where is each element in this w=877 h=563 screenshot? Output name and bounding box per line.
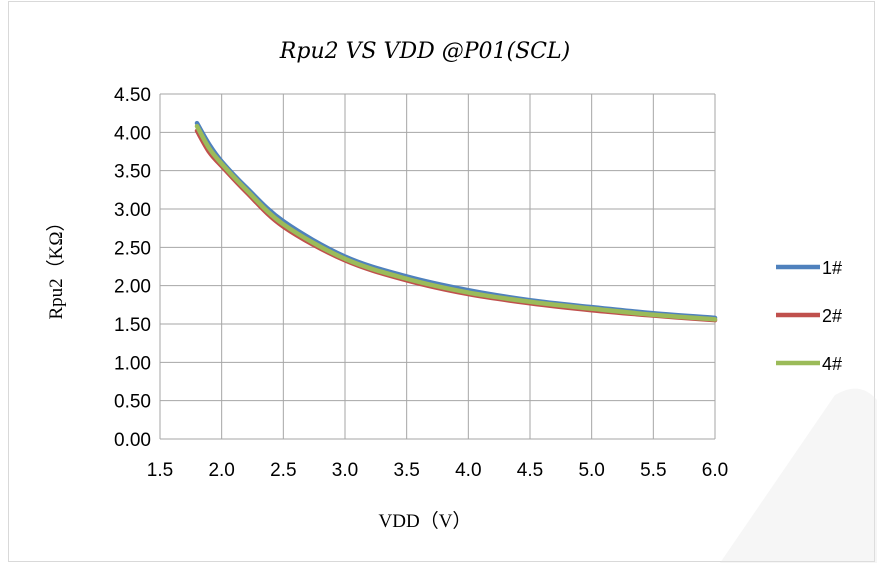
x-tick-labels: 1.5 2.0 2.5 3.0 3.5 4.0 4.5 5.0 5.5 6.0 (147, 460, 728, 481)
y-tick-labels: 0.00 0.50 1.00 1.50 2.00 2.50 3.00 3.50 4.00 4.50 (114, 85, 151, 451)
x-tick-label: 2.5 (270, 460, 296, 481)
y-axis-label: Rpu2（KΩ） (45, 212, 67, 319)
y-tick-label: 1.00 (114, 353, 151, 374)
chart-title: Rpu2 VS VDD @P01(SCL) (279, 39, 570, 64)
y-tick-label: 0.00 (114, 430, 151, 451)
legend-label-3: 4# (822, 354, 842, 374)
y-tick-label: 2.50 (114, 238, 151, 259)
x-axis-label: VDD（V） (379, 510, 472, 532)
x-tick-label: 4.0 (455, 460, 481, 481)
y-tick-label: 3.50 (114, 162, 151, 183)
watermark-shape (720, 388, 877, 563)
x-tick-label: 4.5 (517, 460, 543, 481)
x-tick-label: 5.0 (578, 460, 604, 481)
plot-grid (159, 93, 716, 440)
x-tick-label: 6.0 (702, 460, 728, 481)
y-tick-label: 0.50 (114, 392, 151, 413)
x-tick-label: 3.0 (332, 460, 358, 481)
y-tick-label: 4.00 (114, 123, 151, 144)
x-tick-label: 3.5 (393, 460, 419, 481)
y-tick-label: 4.50 (114, 85, 151, 106)
y-tick-label: 3.00 (114, 200, 151, 221)
y-tick-label: 1.50 (114, 315, 151, 336)
x-tick-label: 5.5 (640, 460, 666, 481)
x-tick-label: 1.5 (147, 460, 173, 481)
legend: 1# 2# 4# (776, 258, 842, 374)
y-tick-label: 2.00 (114, 277, 151, 298)
series-line-3 (194, 123, 718, 322)
x-tick-label: 2.0 (208, 460, 234, 481)
legend-label-2: 2# (822, 306, 842, 326)
series-lines (194, 120, 718, 323)
chart-border (8, 1, 875, 562)
legend-label-1: 1# (822, 258, 842, 278)
